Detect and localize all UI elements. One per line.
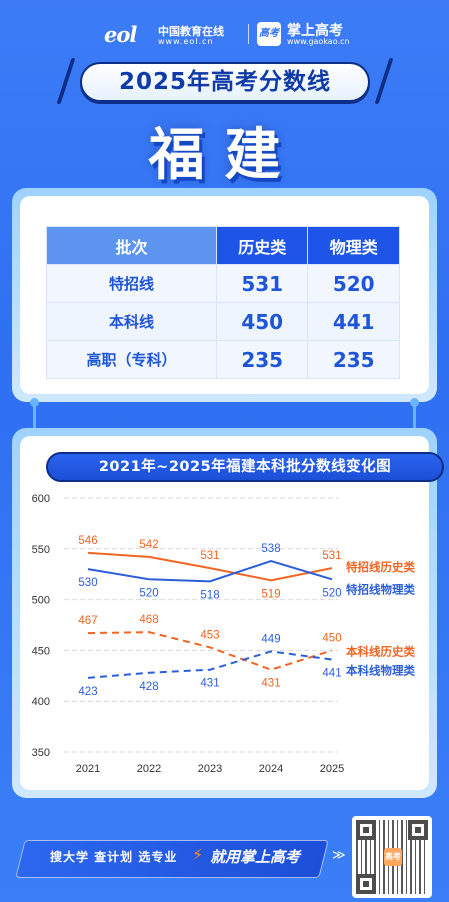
- score-table: 批次 历史类 物理类 特招线 531 520 本科线 450 441 高职（专科…: [46, 226, 400, 379]
- x-tick-label: 2023: [198, 763, 222, 775]
- history-score: 531: [215, 264, 309, 303]
- series-line: [87, 650, 333, 679]
- page-title: 2025年高考分数线: [118, 69, 331, 95]
- title-banner: 2025年高考分数线: [80, 62, 370, 102]
- qr-center-logo: 高考: [384, 848, 402, 866]
- table-header-row: 批次 历史类 物理类: [46, 226, 400, 265]
- data-label: 453: [200, 629, 219, 641]
- table-row: 高职（专科） 235 235: [46, 340, 400, 379]
- qr-finder-icon: [408, 820, 428, 840]
- y-tick-label: 450: [32, 645, 50, 657]
- data-label: 519: [261, 588, 280, 600]
- eol-brand-name: 中国教育在线: [158, 25, 224, 38]
- double-arrow-icon: ≫: [332, 848, 346, 863]
- header-batch: 批次: [46, 226, 217, 265]
- slogan-highlight: 就用掌上高考: [210, 848, 301, 866]
- logo-divider: [248, 24, 249, 44]
- data-label: 546: [78, 535, 97, 547]
- score-table-panel: 批次 历史类 物理类 特招线 531 520 本科线 450 441 高职（专科…: [12, 188, 437, 402]
- physics-score: 441: [307, 302, 400, 341]
- y-tick-label: 550: [32, 544, 50, 556]
- series-label: 本科线历史类: [346, 644, 415, 658]
- x-tick-label: 2025: [320, 763, 344, 775]
- qr-code[interactable]: 高考: [352, 816, 432, 898]
- physics-score: 520: [307, 264, 400, 303]
- header-logos: eol 中国教育在线 www.eol.cn 高考 掌上高考 www.gaokao…: [0, 20, 449, 50]
- gaokao-logo: 高考 掌上高考 www.gaokao.cn: [257, 20, 377, 50]
- y-tick-label: 400: [32, 696, 50, 708]
- eol-logo-mark: eol: [104, 22, 137, 47]
- eol-logo: eol 中国教育在线 www.eol.cn: [104, 22, 254, 48]
- gaokao-logo-icon: 高考: [257, 22, 281, 46]
- eol-url: www.eol.cn: [158, 37, 214, 46]
- data-label: 431: [200, 678, 219, 690]
- data-label: 441: [322, 668, 341, 680]
- series-label: 特招线物理类: [346, 582, 415, 596]
- data-label: 530: [78, 577, 97, 589]
- data-label: 531: [322, 550, 341, 562]
- header-physics: 物理类: [307, 226, 400, 265]
- gaokao-url: www.gaokao.cn: [287, 37, 350, 46]
- footer: 搜大学 查计划 选专业 ⚡ 就用掌上高考 ≫ 高考: [0, 812, 449, 902]
- data-label: 449: [261, 633, 280, 645]
- banner-right-slash: [374, 58, 394, 104]
- lightning-icon: ⚡: [192, 845, 204, 864]
- data-label: 467: [78, 615, 97, 627]
- series-label: 本科线物理类: [346, 664, 415, 678]
- history-score: 235: [215, 340, 309, 379]
- header-history: 历史类: [215, 226, 309, 265]
- banner-left-slash: [56, 58, 76, 104]
- chart-card: 350 400 450 500 550 600 2021 2022 2023 2024 2025 54…: [20, 436, 444, 790]
- data-label: 538: [261, 543, 280, 555]
- y-tick-label: 500: [32, 595, 50, 607]
- history-score: 450: [215, 302, 309, 341]
- row-label: 本科线: [46, 302, 217, 341]
- row-label: 特招线: [46, 264, 217, 303]
- x-tick-label: 2021: [76, 763, 100, 775]
- row-label: 高职（专科）: [46, 340, 217, 379]
- score-table-card: 批次 历史类 物理类 特招线 531 520 本科线 450 441 高职（专科…: [20, 196, 429, 394]
- x-tick-label: 2022: [137, 763, 161, 775]
- data-label: 518: [200, 589, 219, 601]
- table-row: 特招线 531 520: [46, 264, 400, 303]
- data-label: 531: [200, 550, 219, 562]
- data-label: 520: [322, 587, 341, 599]
- data-label: 428: [139, 681, 158, 693]
- qr-finder-icon: [356, 874, 376, 894]
- table-row: 本科线 450 441: [46, 302, 400, 341]
- data-label: 468: [139, 614, 158, 626]
- province-name: 福建: [148, 123, 301, 188]
- data-label: 520: [139, 587, 158, 599]
- line-chart: 350 400 450 500 550 600 2021 2022 2023 2024 2025 54…: [32, 493, 416, 775]
- series-label: 特招线历史类: [346, 560, 415, 574]
- slogan-text: 搜大学 查计划 选专业: [50, 850, 178, 864]
- chart-title: 2021年~2025年福建本科批分数线变化图: [46, 452, 444, 482]
- x-tick-label: 2024: [259, 763, 283, 775]
- gaokao-brand-name: 掌上高考: [287, 23, 343, 39]
- data-label: 450: [322, 632, 341, 644]
- qr-pattern: 高考: [356, 820, 428, 894]
- data-label: 423: [78, 686, 97, 698]
- qr-finder-icon: [356, 820, 376, 840]
- y-tick-label: 600: [32, 493, 50, 505]
- physics-score: 235: [307, 340, 400, 379]
- data-label: 431: [261, 678, 280, 690]
- y-tick-label: 350: [32, 747, 50, 759]
- chart-panel: 350 400 450 500 550 600 2021 2022 2023 2024 2025 54…: [12, 428, 444, 798]
- series-line: [87, 559, 333, 583]
- data-label: 542: [139, 539, 158, 551]
